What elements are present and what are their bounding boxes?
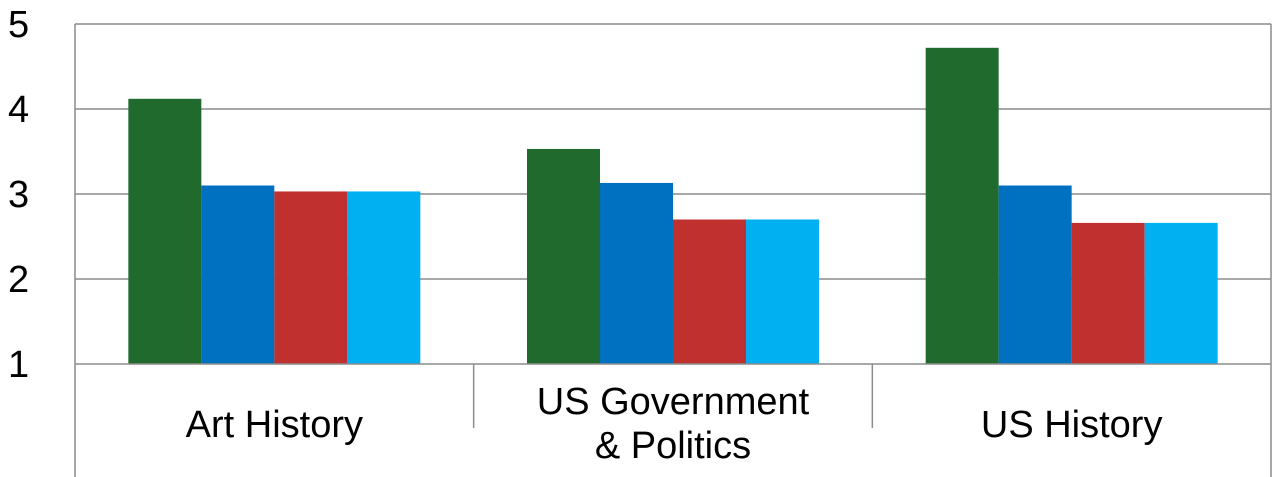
bars — [128, 47, 1218, 365]
axes — [74, 24, 1272, 477]
bar — [600, 182, 673, 364]
y-tick-label: 2 — [8, 259, 29, 301]
bar — [128, 98, 202, 365]
bar — [998, 185, 1072, 364]
y-tick-label: 1 — [8, 344, 29, 386]
bar — [347, 191, 421, 364]
y-tick-label: 3 — [8, 174, 29, 216]
labels: 1 2 3 4 5 Art History US Government& Politics U… — [8, 4, 1162, 467]
bar — [201, 185, 275, 364]
x-category-label: US History — [981, 404, 1163, 446]
bar — [1071, 222, 1145, 364]
bar — [746, 219, 819, 364]
x-category-label: US Government — [537, 381, 810, 423]
bar — [925, 47, 999, 365]
bar — [673, 219, 746, 364]
x-category-label: Art History — [186, 404, 363, 446]
bar — [1144, 222, 1218, 364]
x-category-label: & Politics — [595, 425, 751, 467]
bar — [274, 191, 348, 364]
bar — [527, 148, 600, 364]
y-tick-label: 5 — [8, 4, 29, 46]
y-tick-label: 4 — [8, 89, 29, 131]
